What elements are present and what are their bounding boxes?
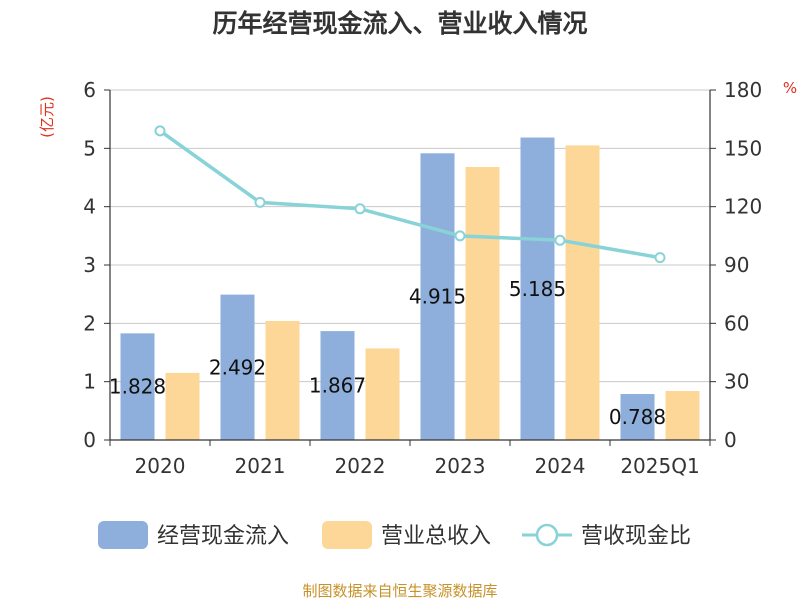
right-tick-label: 120 xyxy=(724,195,762,219)
data-label: 1.867 xyxy=(309,374,366,398)
right-tick-label: 150 xyxy=(724,136,762,160)
right-tick-label: 180 xyxy=(724,78,762,102)
legend-swatch-cash-inflow xyxy=(98,521,148,549)
data-label: 5.185 xyxy=(509,277,566,301)
ratio-line-series xyxy=(154,125,666,264)
x-tick-label: 2023 xyxy=(435,454,486,478)
left-tick-label: 5 xyxy=(83,136,96,160)
data-label: 0.788 xyxy=(609,405,666,429)
bar-revenue xyxy=(465,167,500,440)
x-tick-label: 2025Q1 xyxy=(620,454,699,478)
x-tick-label: 2024 xyxy=(535,454,586,478)
gridlines xyxy=(110,89,710,383)
left-tick-label: 3 xyxy=(83,253,96,277)
bar-revenue xyxy=(565,145,600,440)
ratio-point xyxy=(554,234,566,246)
right-axis-unit: % xyxy=(783,79,797,97)
bar-cash-inflow xyxy=(220,294,255,440)
ratio-point xyxy=(154,125,166,137)
data-label: 2.492 xyxy=(209,355,266,379)
bar-cash-inflow xyxy=(320,331,355,440)
data-label: 4.915 xyxy=(409,285,466,309)
legend-label: 营业总收入 xyxy=(381,524,491,549)
ratio-point xyxy=(654,252,666,264)
source-note: 制图数据来自恒生聚源数据库 xyxy=(302,582,497,600)
left-tick-label: 1 xyxy=(83,370,96,394)
left-tick-label: 2 xyxy=(83,311,96,335)
ratio-point xyxy=(254,196,266,208)
right-tick-label: 90 xyxy=(724,253,749,277)
ratio-line xyxy=(158,129,661,260)
bar-revenue xyxy=(365,348,400,440)
data-labels: 1.828 2.492 1.867 4.915 5.185 0.788 xyxy=(109,277,666,429)
right-tick-label: 30 xyxy=(724,370,749,394)
bar-cash-inflow xyxy=(420,153,455,440)
left-axis-unit: (亿元) xyxy=(38,96,56,138)
x-tick-label: 2020 xyxy=(135,454,186,478)
right-tick-label: 60 xyxy=(724,311,749,335)
legend-label: 营收现金比 xyxy=(581,524,691,549)
left-tick-label: 0 xyxy=(83,428,96,452)
right-tick-label: 0 xyxy=(724,428,737,452)
ratio-point xyxy=(354,203,366,215)
legend-label: 经营现金流入 xyxy=(157,524,289,549)
legend-marker-ratio xyxy=(535,523,559,547)
bar-revenue xyxy=(165,372,200,440)
x-tick-label: 2021 xyxy=(235,454,286,478)
bar-cash-inflow xyxy=(120,333,155,440)
legend-swatch-revenue xyxy=(322,521,372,549)
ratio-point xyxy=(454,230,466,242)
bar-revenue xyxy=(665,391,700,440)
bar-series xyxy=(120,137,700,440)
left-tick-label: 4 xyxy=(83,195,96,219)
chart-title: 历年经营现金流入、营业收入情况 xyxy=(212,9,587,38)
x-tick-label: 2022 xyxy=(335,454,386,478)
bar-revenue xyxy=(265,321,300,440)
data-label: 1.828 xyxy=(109,375,166,399)
left-tick-label: 6 xyxy=(83,78,96,102)
legend: 经营现金流入 营业总收入 营收现金比 xyxy=(98,521,691,549)
bar-cash-inflow xyxy=(620,394,655,440)
bar-cash-inflow xyxy=(520,137,555,440)
